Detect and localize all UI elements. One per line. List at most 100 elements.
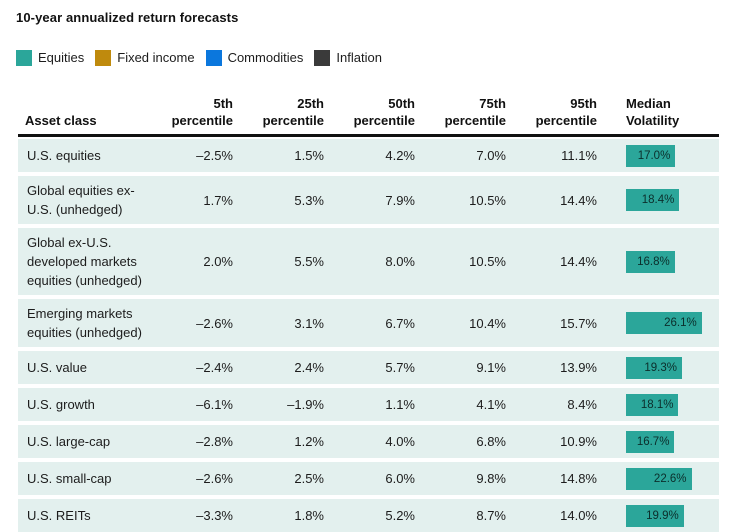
volatility-cell: 16.7% <box>597 430 719 453</box>
volatility-bar: 22.6% <box>626 467 692 490</box>
volatility-bar: 19.3% <box>626 356 682 379</box>
asset-class-label: U.S. growth <box>27 397 95 412</box>
volatility-bar: 18.4% <box>626 189 680 211</box>
percentile-value: 6.8% <box>476 434 506 449</box>
equities-swatch-icon <box>16 50 32 66</box>
legend-label: Commodities <box>227 50 304 65</box>
percentile-value: 8.0% <box>385 254 415 269</box>
volatility-bar: 26.1% <box>626 312 702 334</box>
inflation-swatch-icon <box>314 50 331 66</box>
asset-class-label: Global ex-U.S. developed markets equitie… <box>27 235 142 288</box>
volatility-cell: 19.3% <box>597 356 719 379</box>
percentile-value: 9.8% <box>476 471 506 486</box>
column-header-5th-percentile: 5th percentile <box>142 95 233 129</box>
asset-class-label: U.S. large-cap <box>27 434 111 449</box>
column-header-50th-percentile: 50th percentile <box>324 95 415 129</box>
table-row-emerging-markets: Emerging markets equities (unhedged) –2.… <box>18 299 719 347</box>
header-line: Median <box>626 96 671 111</box>
percentile-value: 1.8% <box>294 508 324 523</box>
header-line: 50th <box>388 96 415 111</box>
percentile-value: 2.4% <box>294 360 324 375</box>
header-line: 95th <box>570 96 597 111</box>
header-line: percentile <box>171 113 233 128</box>
percentile-value: 7.9% <box>385 192 415 208</box>
percentile-value: 10.4% <box>469 315 506 331</box>
header-line: percentile <box>262 113 324 128</box>
percentile-value: 14.0% <box>560 508 597 523</box>
asset-class-label: Emerging markets equities (unhedged) <box>27 306 142 340</box>
percentile-value: –2.5% <box>196 148 233 163</box>
asset-class-label: U.S. REITs <box>27 508 91 523</box>
header-line: percentile <box>535 113 597 128</box>
volatility-bar: 19.9% <box>626 504 684 527</box>
table-row-us-large-cap: U.S. large-cap –2.8% 1.2% 4.0% 6.8% 10.9… <box>18 425 719 458</box>
percentile-value: 2.5% <box>294 471 324 486</box>
column-header-25th-percentile: 25th percentile <box>233 95 324 129</box>
legend-label: Equities <box>38 50 85 65</box>
commodities-swatch-icon <box>205 50 222 66</box>
table-row-us-equities: U.S. equities –2.5% 1.5% 4.2% 7.0% 11.1%… <box>18 139 719 172</box>
table-row-us-small-cap: U.S. small-cap –2.6% 2.5% 6.0% 9.8% 14.8… <box>18 462 719 495</box>
asset-class-label: Global equities ex-U.S. (unhedged) <box>27 183 135 217</box>
fixed-income-swatch-icon <box>95 50 112 66</box>
percentile-value: 14.4% <box>560 192 597 208</box>
column-header-median-volatility: Median Volatility <box>597 95 719 129</box>
header-line: 25th <box>297 96 324 111</box>
column-header-95th-percentile: 95th percentile <box>506 95 597 129</box>
percentile-value: –2.6% <box>196 315 233 331</box>
table-row-us-value: U.S. value –2.4% 2.4% 5.7% 9.1% 13.9% 19… <box>18 351 719 384</box>
percentile-value: 4.0% <box>385 434 415 449</box>
header-line: 75th <box>479 96 506 111</box>
asset-class-label: U.S. small-cap <box>27 471 112 486</box>
percentile-value: 13.9% <box>560 360 597 375</box>
header-line: 5th <box>213 96 234 111</box>
percentile-value: –3.3% <box>196 508 233 523</box>
volatility-cell: 18.4% <box>597 189 719 211</box>
percentile-value: 5.2% <box>385 508 415 523</box>
table-header-row: Asset class 5th percentile 25th percenti… <box>18 95 719 137</box>
asset-class-label: U.S. value <box>27 360 87 375</box>
percentile-value: –2.8% <box>196 434 233 449</box>
percentile-value: 4.1% <box>476 397 506 412</box>
percentile-value: 5.3% <box>294 192 324 208</box>
percentile-value: 1.7% <box>203 192 233 208</box>
percentile-value: 2.0% <box>203 254 233 269</box>
volatility-bar: 16.7% <box>626 430 675 453</box>
legend-item-equities: Equities <box>16 50 84 66</box>
volatility-cell: 22.6% <box>597 467 719 490</box>
volatility-cell: 19.9% <box>597 504 719 527</box>
percentile-value: 1.5% <box>294 148 324 163</box>
legend-item-fixed-income: Fixed income <box>95 50 195 66</box>
percentile-value: 5.5% <box>294 254 324 269</box>
percentile-value: 8.4% <box>567 397 597 412</box>
header-line: Volatility <box>626 113 680 128</box>
percentile-value: 7.0% <box>476 148 506 163</box>
legend: Equities Fixed income Commodities Inflat… <box>16 50 740 66</box>
volatility-cell: 26.1% <box>597 312 719 334</box>
percentile-value: 6.0% <box>385 471 415 486</box>
legend-label: Inflation <box>336 50 382 65</box>
column-header-asset-class: Asset class <box>25 113 97 128</box>
table-row-global-ex-us-developed: Global ex-U.S. developed markets equitie… <box>18 228 719 295</box>
percentile-value: 3.1% <box>294 315 324 331</box>
volatility-bar: 17.0% <box>626 144 676 167</box>
legend-item-commodities: Commodities <box>205 50 304 66</box>
column-header-75th-percentile: 75th percentile <box>415 95 506 129</box>
legend-item-inflation: Inflation <box>314 50 382 66</box>
percentile-value: 10.5% <box>469 192 506 208</box>
percentile-value: 4.2% <box>385 148 415 163</box>
percentile-value: 8.7% <box>476 508 506 523</box>
percentile-value: 11.1% <box>561 148 597 163</box>
volatility-bar: 16.8% <box>626 250 675 273</box>
percentile-value: 15.7% <box>560 315 597 331</box>
legend-label: Fixed income <box>117 50 195 65</box>
page-title: 10-year annualized return forecasts <box>16 10 239 25</box>
header-line: percentile <box>444 113 506 128</box>
percentile-value: 6.7% <box>385 315 415 331</box>
percentile-value: –6.1% <box>196 397 233 412</box>
table-row-global-equities-ex-us: Global equities ex-U.S. (unhedged) 1.7% … <box>18 176 719 224</box>
table-row-us-reits: U.S. REITs –3.3% 1.8% 5.2% 8.7% 14.0% 19… <box>18 499 719 532</box>
table-row-us-growth: U.S. growth –6.1% –1.9% 1.1% 4.1% 8.4% 1… <box>18 388 719 421</box>
percentile-value: 14.4% <box>560 254 597 269</box>
